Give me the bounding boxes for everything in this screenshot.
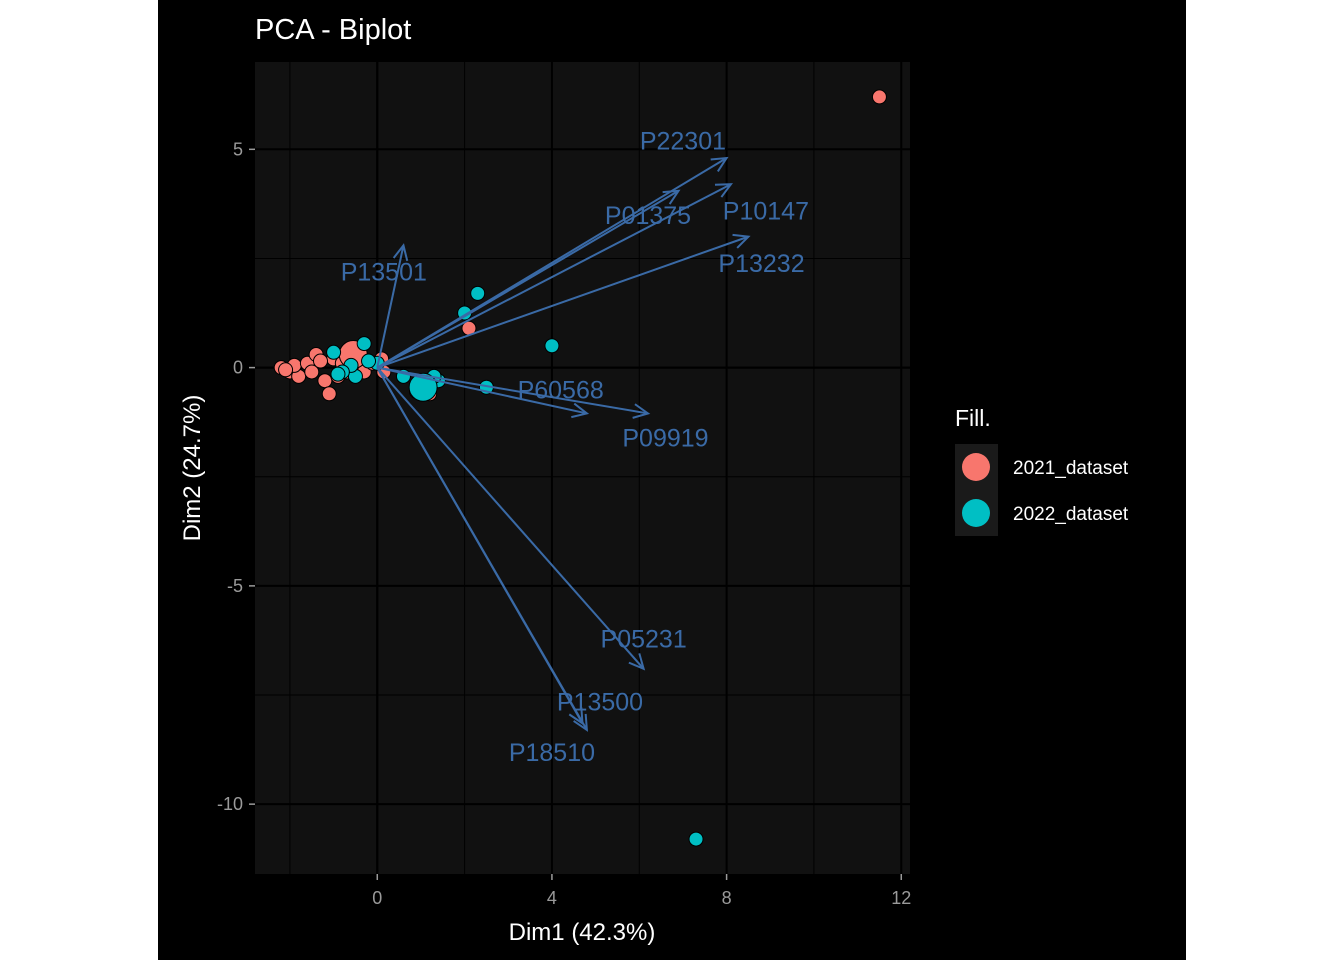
variable-arrow-head bbox=[571, 402, 590, 419]
group-centroid bbox=[408, 372, 438, 402]
variable-arrow-head bbox=[662, 189, 681, 205]
chart-title: PCA - Biplot bbox=[255, 14, 411, 46]
variable-arrow-head bbox=[632, 403, 651, 419]
variable-arrow-head bbox=[710, 156, 729, 172]
variable-arrow-head bbox=[732, 233, 751, 249]
variable-label: P13501 bbox=[341, 259, 427, 287]
y-axis-title: Dim2 (24.7%) bbox=[179, 395, 206, 542]
variable-label: P18510 bbox=[509, 739, 595, 767]
data-point bbox=[304, 364, 320, 380]
data-point bbox=[871, 89, 887, 105]
y-tick-label: -5 bbox=[227, 576, 243, 596]
data-point bbox=[361, 353, 377, 369]
variable-label: P13232 bbox=[718, 250, 804, 278]
legend-label-2022: 2022_dataset bbox=[1013, 504, 1129, 525]
variable-label: P22301 bbox=[640, 128, 726, 156]
data-point bbox=[321, 386, 337, 402]
x-axis-title: Dim1 (42.3%) bbox=[509, 919, 656, 946]
variable-arrow-shaft bbox=[377, 366, 649, 415]
y-tick-label: 5 bbox=[233, 139, 243, 159]
legend-key-2022 bbox=[962, 499, 990, 527]
variable-label: P09919 bbox=[622, 424, 708, 452]
variable-arrow-shaft bbox=[376, 235, 749, 369]
data-point bbox=[330, 366, 346, 382]
variable-arrow-head bbox=[714, 183, 734, 198]
x-tick-label: 12 bbox=[891, 888, 911, 908]
grid-lines bbox=[255, 62, 910, 874]
variable-arrow-head bbox=[568, 707, 584, 726]
variable-arrow-shaft bbox=[376, 367, 584, 724]
variable-label: P05231 bbox=[601, 625, 687, 653]
plot-panel bbox=[255, 62, 910, 874]
x-tick-label: 8 bbox=[722, 888, 732, 908]
data-point bbox=[313, 353, 328, 369]
data-point bbox=[278, 362, 294, 378]
variable-arrow-head bbox=[573, 713, 589, 732]
variable-arrow-head bbox=[628, 653, 646, 671]
data-point bbox=[326, 344, 342, 360]
y-tick-label: 0 bbox=[233, 358, 243, 378]
legend-title: Fill. bbox=[955, 405, 991, 431]
variable-arrow-head bbox=[392, 243, 409, 262]
variable-label: P60568 bbox=[518, 376, 604, 404]
variable-arrow-shaft bbox=[376, 189, 680, 369]
variable-arrow-shaft bbox=[376, 245, 405, 368]
legend-label-2021: 2021_dataset bbox=[1013, 458, 1129, 479]
data-point bbox=[356, 336, 372, 352]
data-point bbox=[317, 373, 333, 389]
legend-key-2021 bbox=[962, 453, 990, 481]
variable-arrows: P22301 P01375 P10147 P13232 P13501 P60568 P099… bbox=[341, 128, 809, 767]
data-point bbox=[688, 831, 704, 847]
variable-arrow-shaft bbox=[376, 183, 732, 369]
x-tick-label: 0 bbox=[372, 888, 382, 908]
variable-arrow-shaft bbox=[377, 366, 588, 415]
variable-arrow-shaft bbox=[376, 366, 645, 670]
axes: 0 4 8 12 5 0 -5 -10 bbox=[217, 139, 911, 908]
x-tick-label: 4 bbox=[547, 888, 557, 908]
data-point bbox=[470, 285, 486, 301]
y-tick-label: -10 bbox=[217, 794, 243, 814]
variable-label: P01375 bbox=[605, 202, 691, 230]
variable-label: P10147 bbox=[723, 197, 809, 225]
data-point bbox=[544, 338, 560, 354]
